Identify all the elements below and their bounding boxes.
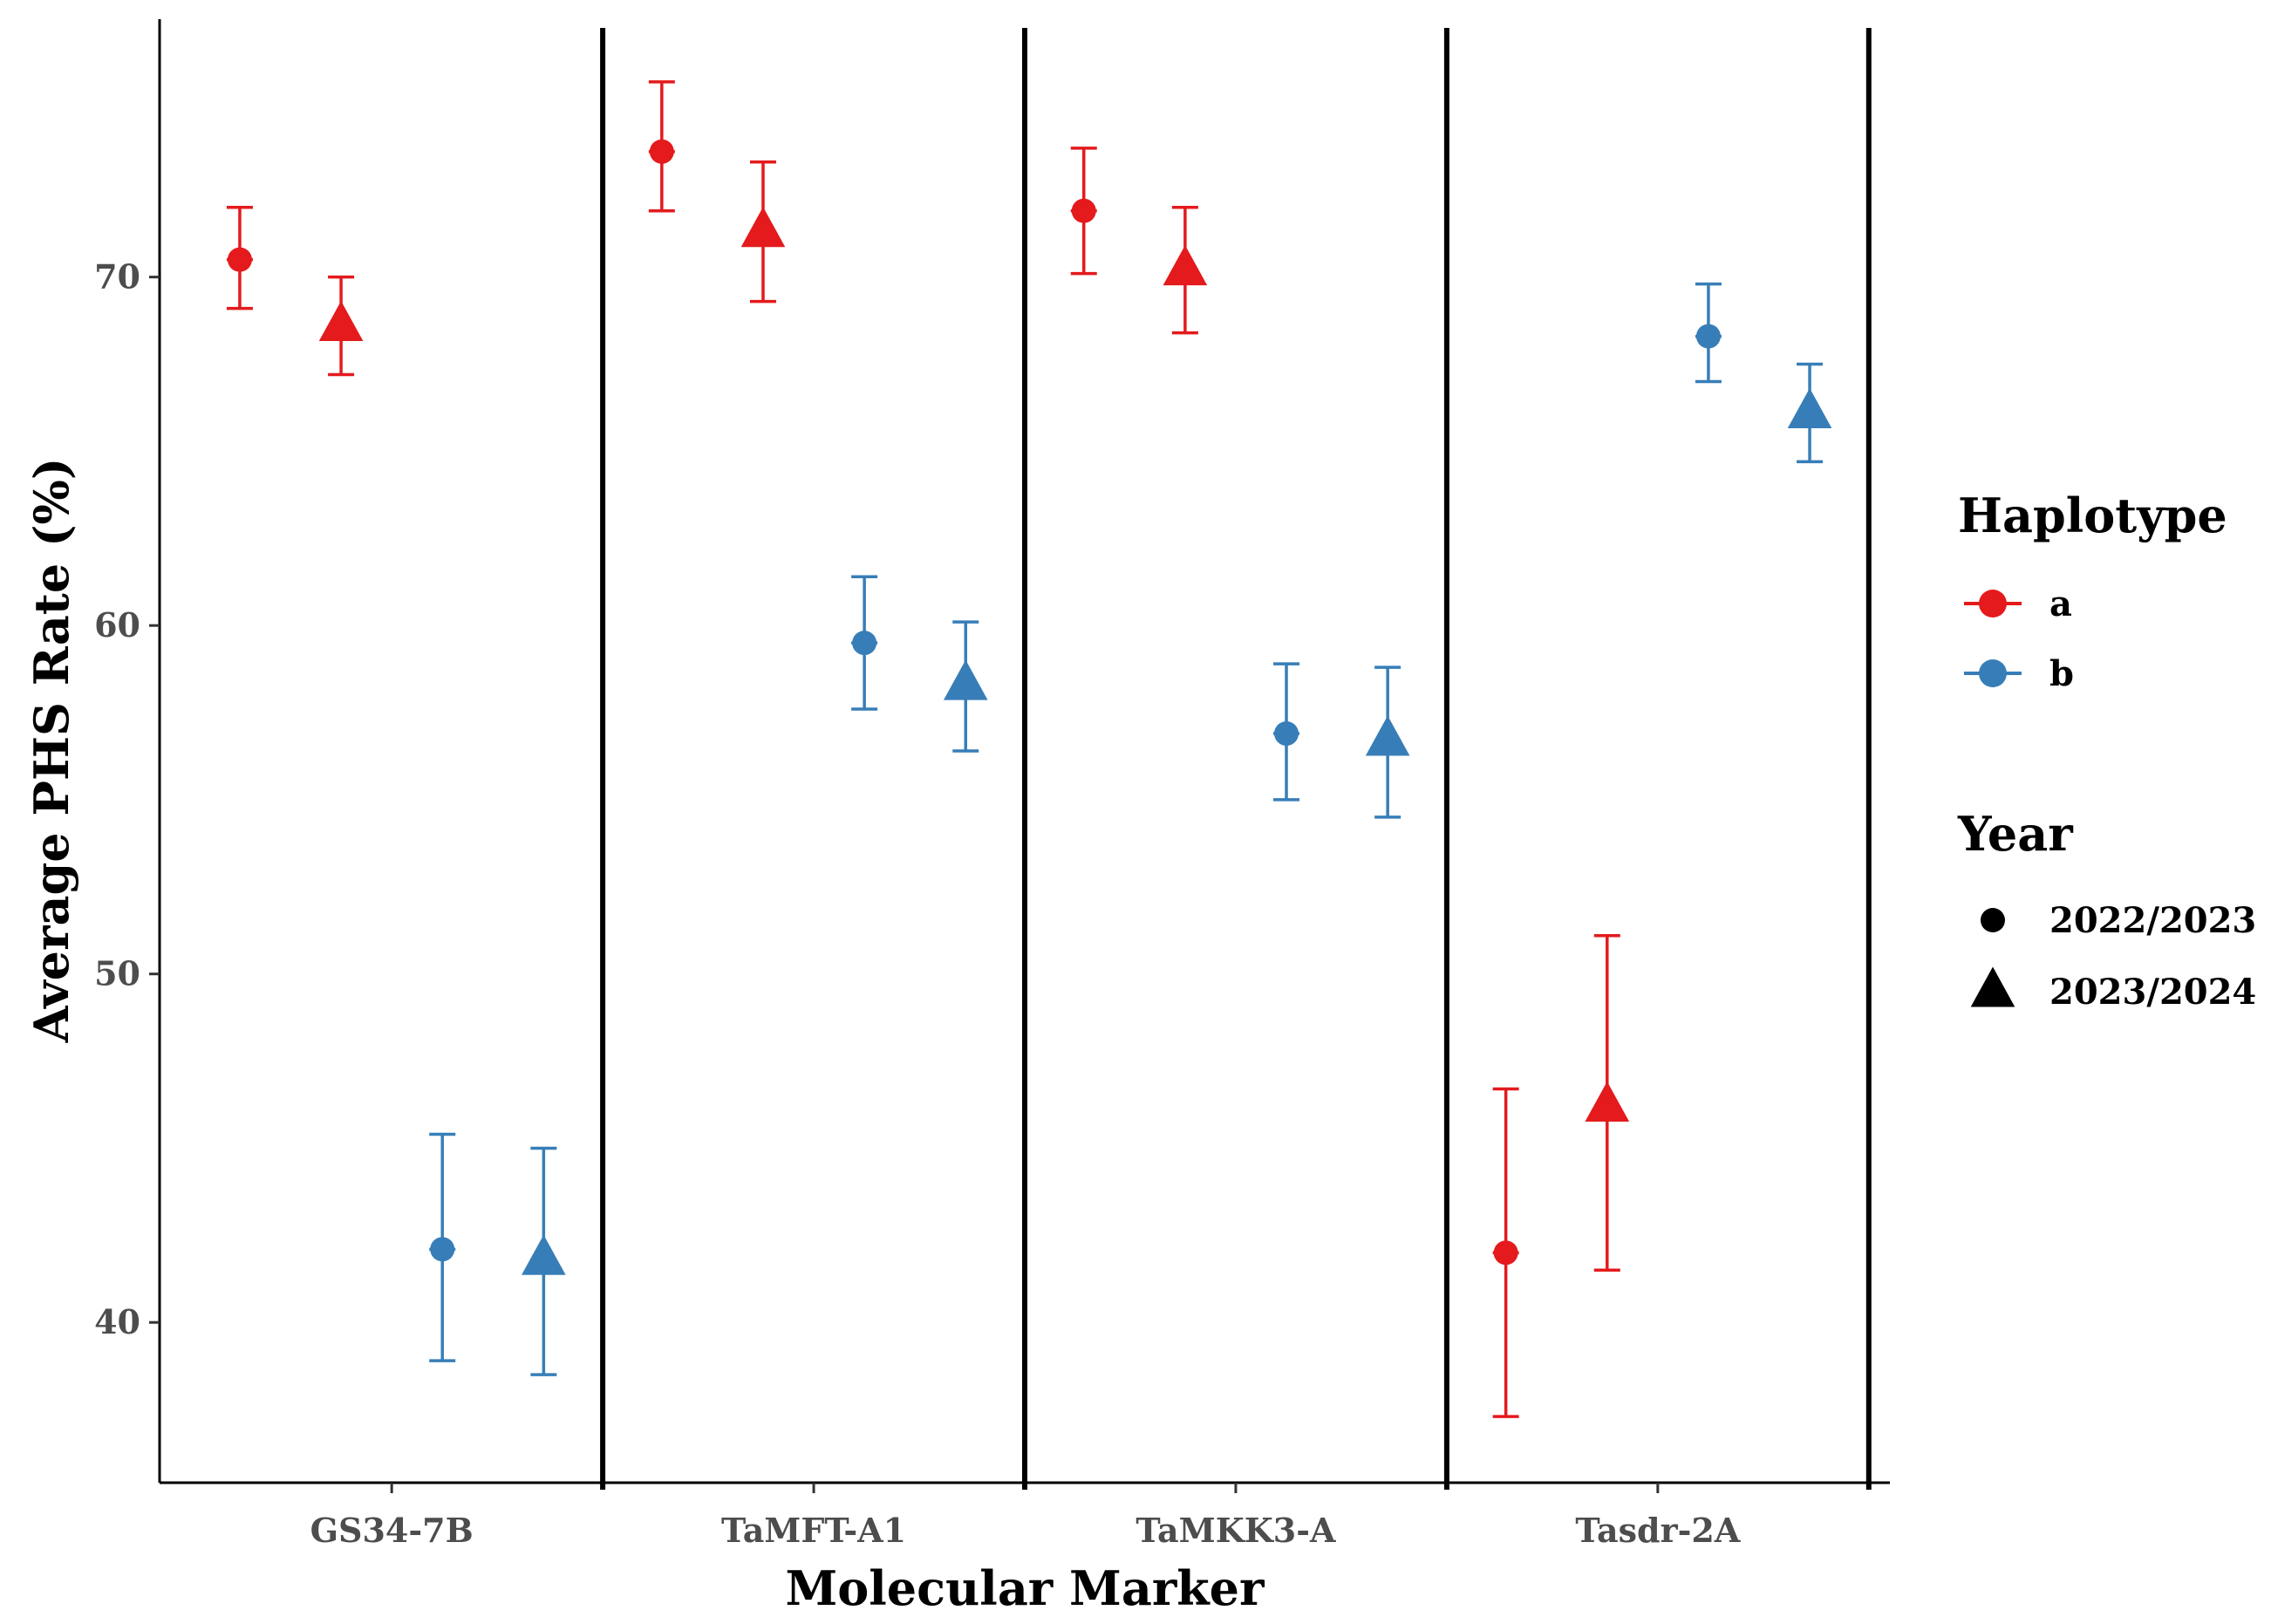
point-gs34-7b-a-2022-2023	[226, 205, 253, 310]
legend-title-haplotype: Haplotype	[1958, 488, 2227, 543]
legend-item-haplotype-b: b	[1964, 653, 2074, 694]
point-tamkk3-a-b-2022-2023-marker	[1274, 721, 1299, 747]
y-tick-label-40: 40	[94, 1302, 140, 1341]
legend-label-a: a	[2049, 583, 2072, 624]
y-axis-title: Average PHS Rate (%)	[24, 458, 79, 1044]
point-tasdr-2a-b-2022-2023	[1695, 282, 1722, 384]
legend-label-b: b	[2049, 653, 2074, 694]
x-axis-title: Molecular Marker	[786, 1560, 1265, 1616]
point-tamkk3-a-a-2023-2024-marker	[1163, 245, 1208, 286]
point-tamft-a1-b-2023-2024-marker	[943, 659, 988, 700]
series	[226, 80, 1832, 1418]
point-tamkk3-a-a-2023-2024	[1163, 205, 1208, 335]
y-tick-label-70: 70	[94, 257, 140, 297]
point-gs34-7b-a-2023-2024	[318, 275, 364, 377]
legend-label-year-2023-2024: 2023/2024	[2049, 972, 2256, 1013]
y-ticks: 40 50 60 70	[94, 257, 160, 1341]
point-gs34-7b-b-2023-2024-marker	[522, 1234, 566, 1275]
panel-separators	[600, 28, 1872, 1490]
point-gs34-7b-b-2023-2024	[522, 1146, 566, 1376]
legend-haplotype-items: ab	[1964, 583, 2074, 694]
legend-key-dot-b	[1979, 659, 2007, 687]
point-tamft-a1-b-2022-2023	[851, 575, 878, 711]
point-tamft-a1-a-2022-2023	[648, 80, 675, 213]
y-tick-label-50: 50	[94, 954, 140, 993]
point-tamkk3-a-b-2023-2024	[1365, 665, 1410, 819]
legend-item-haplotype-a: a	[1964, 583, 2072, 624]
legend-key-triangle-icon	[1970, 966, 2015, 1007]
point-tamkk3-a-b-2023-2024-marker	[1365, 715, 1410, 756]
point-gs34-7b-a-2022-2023-marker	[227, 247, 252, 272]
point-gs34-7b-a-2023-2024-marker	[318, 301, 364, 342]
legend-label-year-2022-2023: 2022/2023	[2049, 900, 2256, 941]
point-tamft-a1-b-2023-2024	[943, 620, 988, 753]
point-tasdr-2a-b-2023-2024-marker	[1787, 387, 1832, 428]
legend-key-dot-a	[1979, 590, 2007, 618]
point-tamkk3-a-a-2022-2023-marker	[1071, 198, 1096, 223]
legend: Haplotype ab Year 2022/2023 2023/2024	[1957, 488, 2256, 1013]
x-ticks: GS34-7B TaMFT-A1 TaMKK3-A Tasdr-2A	[310, 1483, 1741, 1550]
point-tasdr-2a-a-2022-2023-marker	[1493, 1240, 1518, 1266]
point-tamft-a1-b-2022-2023-marker	[852, 631, 877, 656]
point-tamkk3-a-b-2022-2023	[1273, 662, 1300, 802]
point-gs34-7b-b-2022-2023	[429, 1132, 456, 1362]
point-tasdr-2a-b-2022-2023-marker	[1695, 324, 1721, 349]
point-tamft-a1-a-2023-2024	[740, 160, 786, 304]
x-tick-label-tamkk3-a: TaMKK3-A	[1136, 1511, 1336, 1550]
point-tamft-a1-a-2022-2023-marker	[649, 139, 674, 164]
legend-key-circle-icon	[1981, 908, 2005, 932]
x-tick-label-tasdr-2a: Tasdr-2A	[1575, 1511, 1740, 1550]
point-tasdr-2a-b-2023-2024	[1787, 362, 1832, 464]
legend-item-year-2023-2024: 2023/2024	[1970, 966, 2256, 1013]
legend-title-year: Year	[1957, 806, 2073, 862]
legend-year-items: 2022/2023 2023/2024	[1970, 900, 2256, 1013]
point-gs34-7b-b-2022-2023-marker	[430, 1237, 455, 1262]
x-tick-label-tamft-a1: TaMFT-A1	[721, 1511, 906, 1550]
point-tamkk3-a-a-2022-2023	[1070, 147, 1097, 276]
axes	[158, 19, 1890, 1484]
legend-item-year-2022-2023: 2022/2023	[1981, 900, 2256, 941]
y-tick-label-60: 60	[94, 605, 140, 645]
point-tamft-a1-a-2023-2024-marker	[740, 207, 786, 248]
point-tasdr-2a-a-2023-2024-marker	[1585, 1081, 1630, 1122]
x-tick-label-gs34-7b: GS34-7B	[310, 1511, 474, 1550]
point-tasdr-2a-a-2022-2023	[1492, 1087, 1519, 1418]
point-tasdr-2a-a-2023-2024	[1585, 933, 1630, 1273]
